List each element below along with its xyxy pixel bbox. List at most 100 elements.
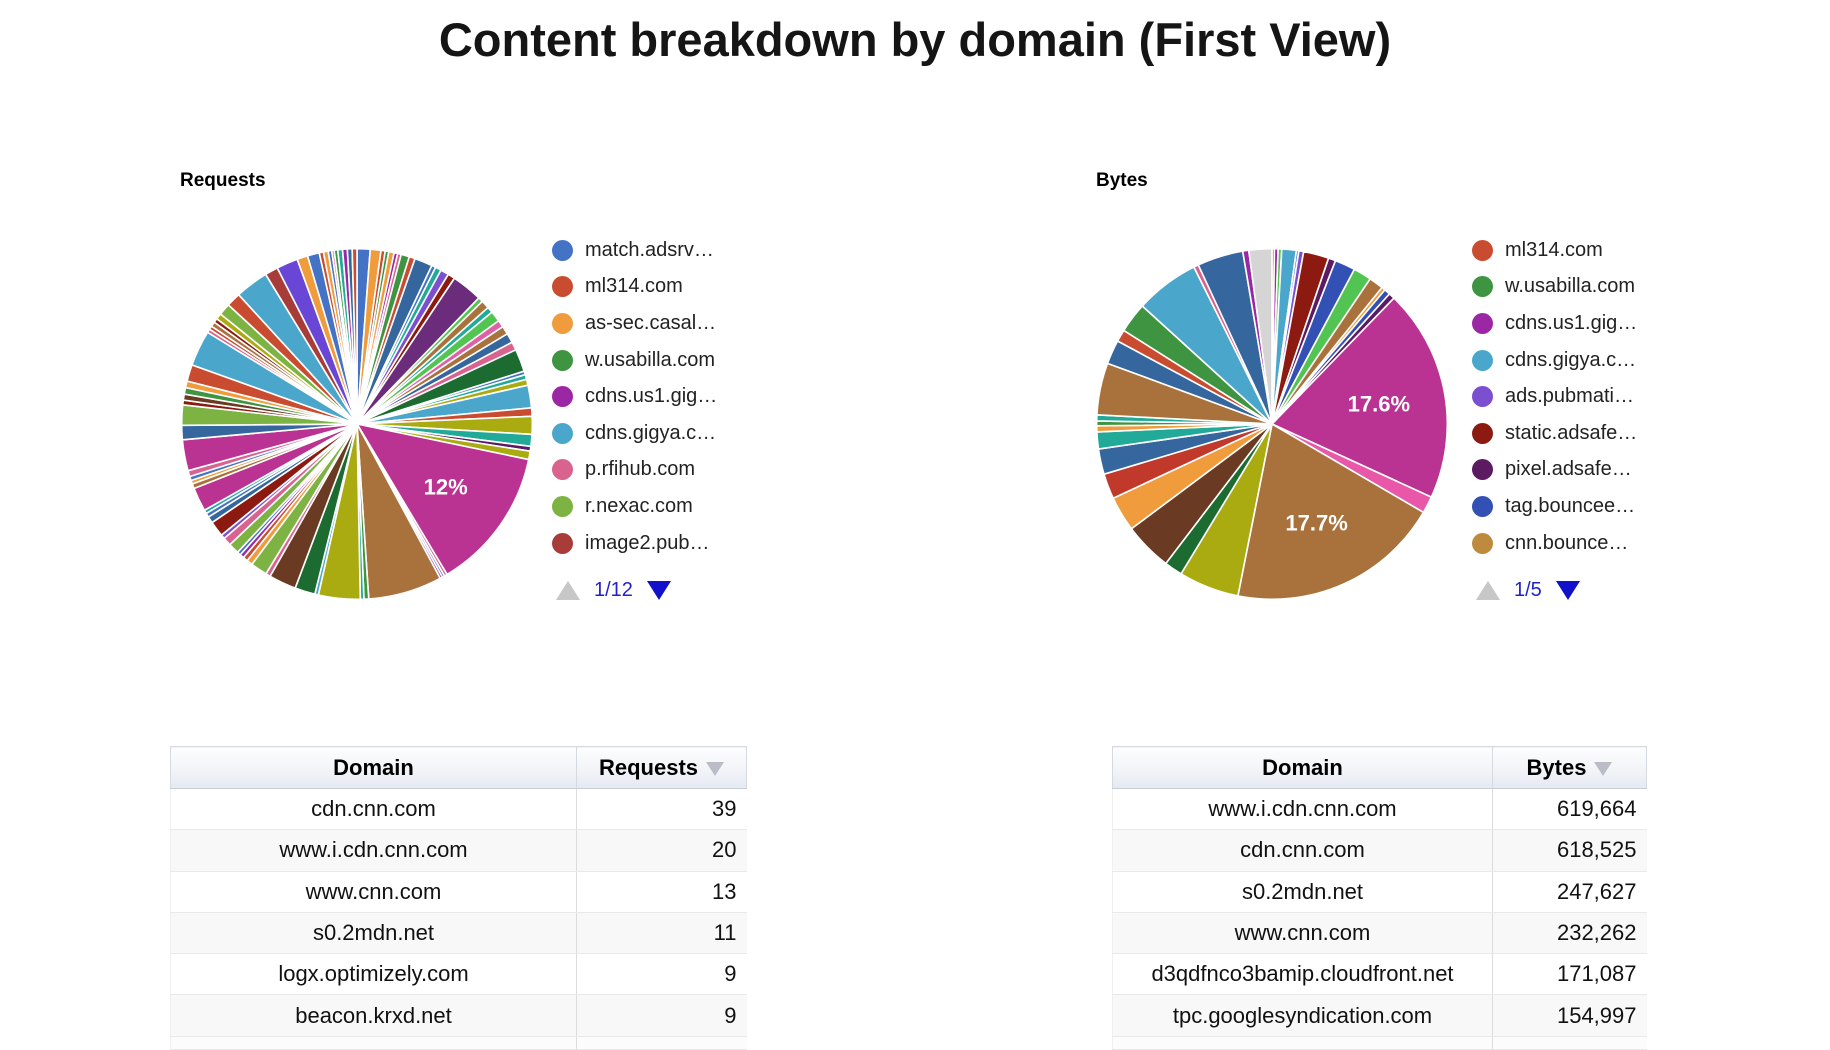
pie-slice-label: 12% [424, 475, 468, 500]
legend-item[interactable]: static.adsafe… [1472, 415, 1702, 452]
sort-desc-icon [706, 761, 725, 776]
bytes-legend: ml314.com w.usabilla.com cdns.us1.gig… cdns… [1472, 232, 1702, 561]
legend-color-dot-icon [1472, 386, 1493, 408]
legend-color-dot-icon [1472, 239, 1493, 261]
domain-cell: s0.2mdn.net [1112, 871, 1493, 913]
legend-item-label: match.adsrv… [585, 238, 714, 261]
legend-item-label: cnn.bounce… [1505, 531, 1629, 554]
domain-cell: tpc.googlesyndication.com [1112, 994, 1493, 1037]
legend-item-label: w.usabilla.com [1505, 275, 1636, 298]
pie-slice-label: 17.6% [1348, 392, 1410, 417]
legend-page-indicator: 1/12 [594, 578, 633, 601]
legend-item[interactable]: ml314.com [1472, 232, 1702, 269]
value-cell: 9 [576, 953, 747, 996]
legend-next-icon[interactable] [646, 580, 671, 600]
legend-item[interactable]: as-sec.casal… [552, 305, 782, 342]
legend-item-label: pixel.adsafe… [1505, 458, 1632, 481]
table-row[interactable]: www.i.cdn.cnn.com 619,664 [1112, 788, 1647, 831]
legend-item-label: static.adsafe… [1505, 421, 1638, 444]
pie-slice[interactable] [1270, 296, 1449, 499]
domain-cell: cdn.cnn.com [1112, 829, 1493, 872]
table-row[interactable]: tpc.googlesyndication.com 154,997 [1112, 994, 1647, 1037]
legend-item-label: w.usabilla.com [585, 348, 716, 371]
value-cell [576, 1035, 747, 1050]
table-row[interactable]: s0.2mdn.net 247,627 [1112, 871, 1647, 913]
table-row[interactable]: cdn.cnn.com 39 [170, 788, 747, 831]
legend-item[interactable]: cdns.gigya.c… [1472, 342, 1702, 379]
legend-item[interactable]: cdns.us1.gig… [1472, 305, 1702, 342]
value-cell: 9 [576, 994, 747, 1037]
legend-color-dot-icon [552, 312, 573, 334]
legend-item[interactable]: ml314.com [552, 269, 782, 306]
pie-slice[interactable] [355, 422, 530, 576]
legend-page-indicator: 1/5 [1514, 578, 1542, 601]
domain-cell: d3qdfnco3bamip.cloudfront.net [1112, 953, 1493, 996]
domain-cell [170, 1035, 577, 1050]
page-title: Content breakdown by domain (First View) [438, 13, 1392, 66]
table-row[interactable]: www.cnn.com 232,262 [1112, 912, 1647, 955]
legend-item[interactable]: w.usabilla.com [1472, 269, 1702, 306]
legend-item-label: cdns.gigya.c… [585, 421, 717, 444]
value-cell: 619,664 [1492, 788, 1647, 831]
legend-item-label: cdns.us1.gig… [1505, 311, 1638, 334]
table-row[interactable]: logx.optimizely.com 9 [170, 953, 747, 996]
legend-color-dot-icon [1472, 422, 1493, 444]
legend-item[interactable]: image2.pub… [552, 525, 782, 562]
legend-color-dot-icon [552, 459, 573, 481]
requests-chart-heading: Requests [180, 170, 266, 191]
table-row[interactable]: d3qdfnco3bamip.cloudfront.net 171,087 [1112, 953, 1647, 996]
pie-slice[interactable] [351, 247, 358, 425]
table-row[interactable]: beacon.krxd.net 9 [170, 994, 747, 1037]
legend-item-label: ml314.com [585, 275, 683, 298]
column-header-requests[interactable]: Requests [576, 746, 747, 789]
legend-prev-icon [1476, 580, 1500, 600]
legend-item[interactable]: cnn.bounce… [1472, 525, 1702, 562]
value-cell: 171,087 [1492, 953, 1647, 996]
legend-item[interactable]: r.nexac.com [552, 488, 782, 525]
legend-prev-icon [556, 580, 580, 600]
legend-next-icon[interactable] [1555, 580, 1580, 600]
legend-item[interactable]: cdns.gigya.c… [552, 415, 782, 452]
requests-pie-chart[interactable]: 12% [174, 241, 540, 607]
domain-cell: logx.optimizely.com [170, 953, 577, 996]
table-row[interactable]: www.i.cdn.cnn.com 20 [170, 829, 747, 872]
column-header-bytes[interactable]: Bytes [1492, 746, 1647, 789]
pie-slice[interactable] [1247, 247, 1273, 425]
table-row[interactable] [1112, 1035, 1647, 1050]
domain-cell: www.i.cdn.cnn.com [1112, 788, 1493, 831]
legend-color-dot-icon [1472, 532, 1493, 554]
bytes-legend-pager: 1/5 [1476, 578, 1580, 602]
legend-item[interactable]: match.adsrv… [552, 232, 782, 269]
legend-color-dot-icon [1472, 495, 1493, 517]
legend-item[interactable]: ads.pubmati… [1472, 378, 1702, 415]
legend-color-dot-icon [552, 422, 573, 444]
legend-item[interactable]: w.usabilla.com [552, 342, 782, 379]
legend-color-dot-icon [552, 239, 573, 261]
requests-legend: match.adsrv… ml314.com as-sec.casal… w.usab… [552, 232, 782, 561]
value-cell: 39 [576, 788, 747, 831]
value-cell: 20 [576, 829, 747, 872]
bytes-pie-chart[interactable]: 17.6% 17.7% [1089, 241, 1455, 607]
table-row[interactable] [170, 1035, 747, 1050]
requests-legend-pager: 1/12 [556, 578, 671, 602]
pie-slice[interactable] [1236, 422, 1425, 601]
value-cell [1492, 1035, 1647, 1050]
value-cell: 618,525 [1492, 829, 1647, 872]
legend-color-dot-icon [552, 495, 573, 517]
legend-item[interactable]: p.rfihub.com [552, 452, 782, 489]
legend-item[interactable]: pixel.adsafe… [1472, 452, 1702, 489]
domain-cell: s0.2mdn.net [170, 912, 577, 955]
column-header-domain[interactable]: Domain [170, 746, 577, 789]
legend-color-dot-icon [552, 386, 573, 408]
legend-color-dot-icon [1472, 312, 1493, 334]
legend-item[interactable]: tag.bouncee… [1472, 488, 1702, 525]
legend-item-label: image2.pub… [585, 531, 710, 554]
legend-color-dot-icon [552, 532, 573, 554]
table-row[interactable]: cdn.cnn.com 618,525 [1112, 829, 1647, 872]
legend-item[interactable]: cdns.us1.gig… [552, 378, 782, 415]
table-row[interactable]: www.cnn.com 13 [170, 871, 747, 913]
legend-item-label: ml314.com [1505, 238, 1603, 261]
table-row[interactable]: s0.2mdn.net 11 [170, 912, 747, 955]
domain-cell: www.cnn.com [1112, 912, 1493, 955]
column-header-domain[interactable]: Domain [1112, 746, 1493, 789]
